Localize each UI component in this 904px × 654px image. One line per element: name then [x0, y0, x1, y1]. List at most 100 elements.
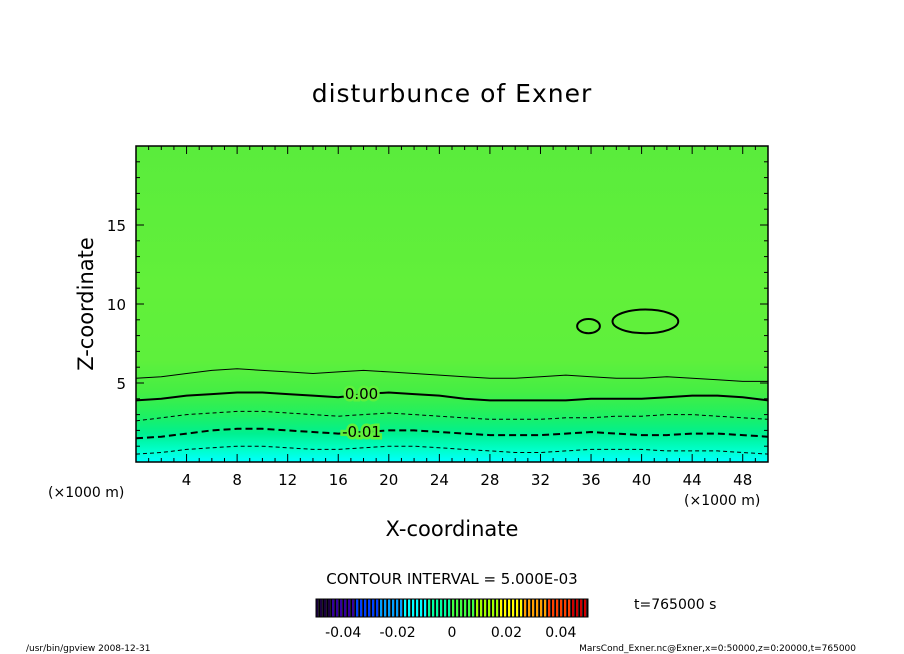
colorbar-gap: [518, 599, 520, 617]
colorbar-gap: [370, 599, 372, 617]
contour-line-4: [135, 445, 769, 455]
x-tick-label: 8: [232, 471, 242, 489]
colorbar-stripe: [436, 599, 439, 617]
colorbar-gap: [574, 599, 576, 617]
y-axis-label: Z-coordinate: [74, 237, 98, 371]
colorbar-gap: [378, 599, 380, 617]
axis-ticks: [136, 146, 768, 462]
colorbar-stripe: [348, 599, 351, 617]
contour-labels: 0.00 -0.01: [340, 383, 384, 444]
colorbar-stripe: [508, 599, 511, 617]
colorbar-stripe: [336, 599, 339, 617]
colorbar-tick-label: 0.04: [545, 625, 576, 641]
colorbar-stripe: [352, 599, 355, 617]
colorbar-gap: [586, 599, 588, 617]
x-unit-left: (×1000 m): [48, 485, 124, 501]
colorbar-stripe: [564, 599, 567, 617]
contour-lines: [135, 308, 769, 455]
colorbar-stripe: [468, 599, 471, 617]
colorbar-tick-labels: -0.04 -0.02 0 0.02 0.04: [325, 625, 576, 641]
colorbar-gap: [490, 599, 492, 617]
colorbar-stripe: [460, 599, 463, 617]
closed-contour-0: [576, 318, 601, 335]
colorbar-stripe: [444, 599, 447, 617]
y-tick-label: 10: [107, 296, 126, 314]
footer-right: MarsCond_Exner.nc@Exner,x=0:50000,z=0:20…: [579, 644, 856, 654]
colorbar-stripe: [492, 599, 495, 617]
colorbar-gap: [506, 599, 508, 617]
colorbar-stripe: [360, 599, 363, 617]
colorbar-stripe: [456, 599, 459, 617]
colorbar-gap: [414, 599, 416, 617]
contour-interval: CONTOUR INTERVAL = 5.000E-03: [326, 570, 577, 588]
colorbar-stripe: [316, 599, 319, 617]
colorbar-stripe: [376, 599, 379, 617]
colorbar-gap: [446, 599, 448, 617]
colorbar-gap: [362, 599, 364, 617]
colorbar: [316, 599, 588, 617]
colorbar-gap: [474, 599, 476, 617]
colorbar-gap: [394, 599, 396, 617]
x-tick-label: 4: [182, 471, 192, 489]
contour-line-2: [135, 410, 769, 422]
colorbar-stripe: [552, 599, 555, 617]
colorbar-stripe: [428, 599, 431, 617]
x-tick-label: 44: [683, 471, 702, 489]
x-tick-label: 48: [733, 471, 752, 489]
colorbar-gap: [558, 599, 560, 617]
colorbar-gap: [450, 599, 452, 617]
colorbar-gap: [470, 599, 472, 617]
colorbar-stripe: [372, 599, 375, 617]
colorbar-stripe: [408, 599, 411, 617]
colorbar-stripe: [512, 599, 515, 617]
colorbar-stripe: [504, 599, 507, 617]
colorbar-stripe: [344, 599, 347, 617]
colorbar-gap: [434, 599, 436, 617]
colorbar-stripe: [384, 599, 387, 617]
contour-label: -0.01: [342, 423, 381, 441]
colorbar-gap: [530, 599, 532, 617]
colorbar-stripe: [476, 599, 479, 617]
colorbar-gap: [546, 599, 548, 617]
colorbar-stripe: [540, 599, 543, 617]
colorbar-gap: [494, 599, 496, 617]
colorbar-gap: [406, 599, 408, 617]
colorbar-gap: [534, 599, 536, 617]
colorbar-gap: [458, 599, 460, 617]
colorbar-gap: [514, 599, 516, 617]
colorbar-gap: [354, 599, 356, 617]
y-tick-label: 5: [116, 375, 126, 393]
colorbar-gap: [322, 599, 324, 617]
colorbar-stripe: [432, 599, 435, 617]
colorbar-gap: [366, 599, 368, 617]
colorbar-gap: [418, 599, 420, 617]
colorbar-gap: [374, 599, 376, 617]
colorbar-stripe: [356, 599, 359, 617]
contour-line-0: [135, 368, 768, 382]
colorbar-gap: [410, 599, 412, 617]
colorbar-gap: [498, 599, 500, 617]
colorbar-stripe: [520, 599, 523, 617]
colorbar-gap: [454, 599, 456, 617]
colorbar-stripe: [396, 599, 399, 617]
colorbar-gap: [342, 599, 344, 617]
colorbar-stripe: [320, 599, 323, 617]
colorbar-stripe: [496, 599, 499, 617]
colorbar-gap: [318, 599, 320, 617]
colorbar-gap: [398, 599, 400, 617]
colorbar-gap: [542, 599, 544, 617]
colorbar-stripe: [328, 599, 331, 617]
colorbar-gap: [578, 599, 580, 617]
colorbar-gap: [582, 599, 584, 617]
colorbar-stripe: [368, 599, 371, 617]
colorbar-stripe: [572, 599, 575, 617]
colorbar-stripe: [380, 599, 383, 617]
colorbar-gap: [426, 599, 428, 617]
colorbar-gap: [334, 599, 336, 617]
field-background: [136, 146, 768, 462]
colorbar-stripe: [400, 599, 403, 617]
colorbar-tick-label: 0: [448, 625, 457, 641]
colorbar-gap: [486, 599, 488, 617]
colorbar-tick-label: 0.02: [491, 625, 522, 641]
